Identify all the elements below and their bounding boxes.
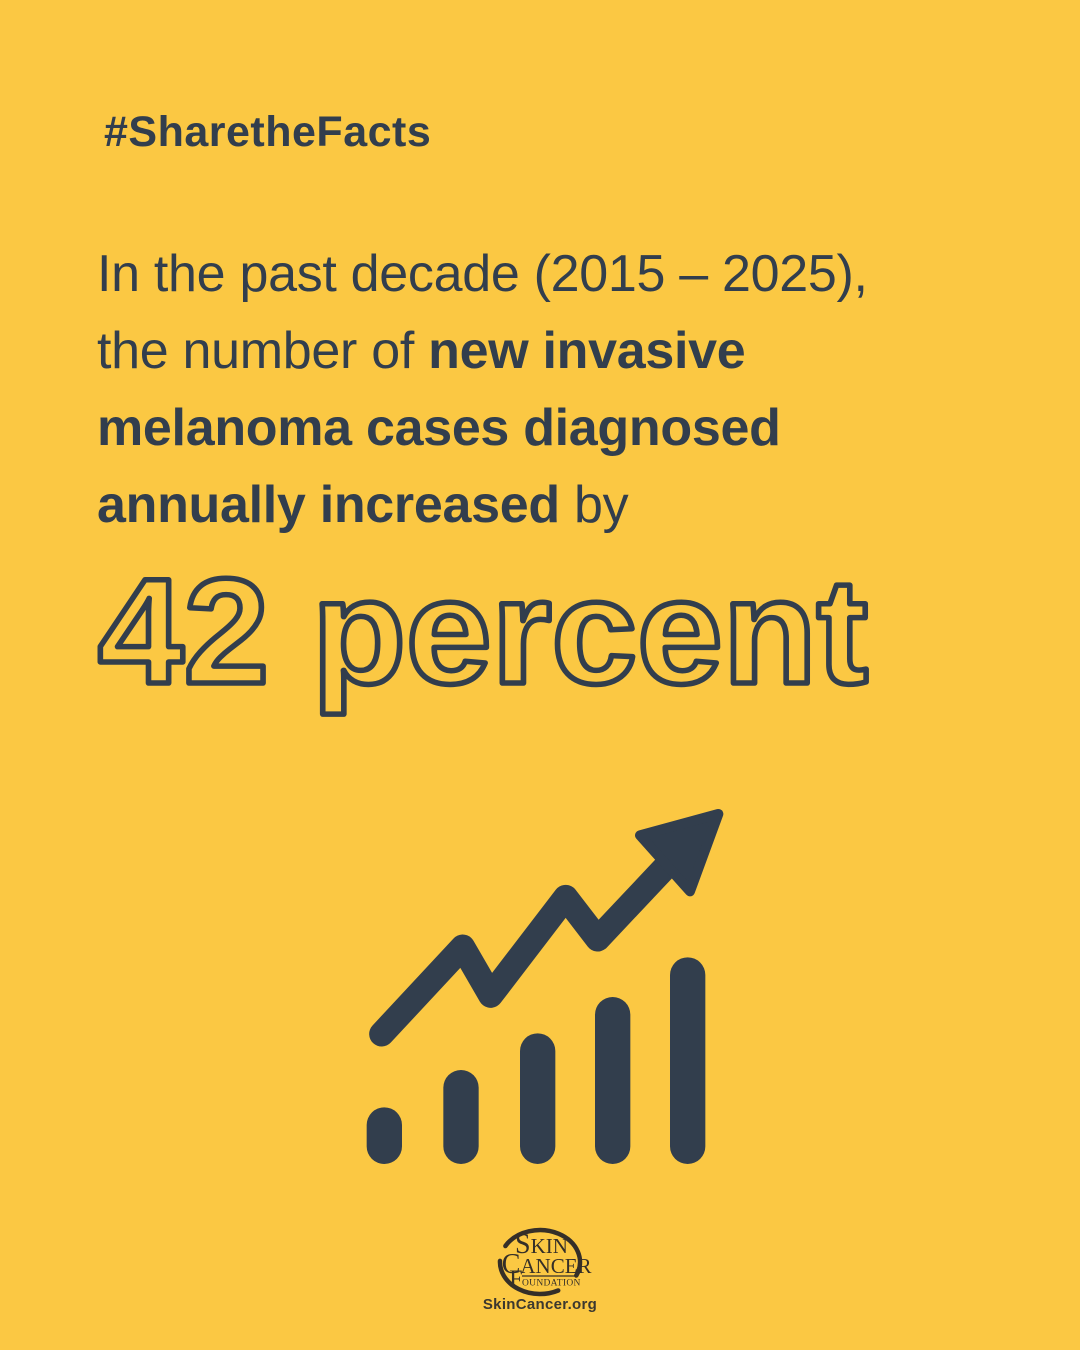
trend-line [369, 851, 681, 1047]
bar-1 [366, 1107, 402, 1164]
fact-segment-bold: annually increased [97, 476, 574, 534]
stat-outlined-text: 42 percent [95, 553, 871, 718]
fact-segment: the number of [97, 322, 429, 380]
fact-segment-bold: melanoma cases diagnosed [97, 399, 781, 457]
logo-word-foundation-initial: F [509, 1267, 522, 1293]
bar-5 [670, 957, 706, 1164]
bar-3 [520, 1033, 556, 1164]
logo-top-arc [503, 1227, 583, 1278]
logo-word-skin: SKIN [515, 1229, 568, 1260]
fact-segment: by [573, 476, 629, 534]
fact-segment: In the past decade (2015 – 2025), [97, 245, 868, 303]
fact-segment-bold: new invasive [428, 322, 746, 380]
skin-cancer-foundation-logo: SKIN CANCER F OUNDATION [497, 1227, 592, 1297]
arrowhead [635, 809, 724, 897]
hashtag-title: #SharetheFacts [104, 108, 432, 156]
logo-word-cancer: CANCER [502, 1249, 592, 1280]
logo-word-foundation-rest: OUNDATION [522, 1279, 581, 1289]
website-url: SkinCancer.org [482, 1296, 598, 1313]
bar-4 [595, 997, 631, 1164]
rising-bar-chart-icon [366, 809, 724, 1164]
fact-text: In the past decade (2015 – 2025), the num… [97, 236, 1080, 544]
logo-bottom-arc [497, 1258, 561, 1297]
stat-value: 42 percent [98, 553, 868, 715]
bar-2 [443, 1070, 479, 1164]
